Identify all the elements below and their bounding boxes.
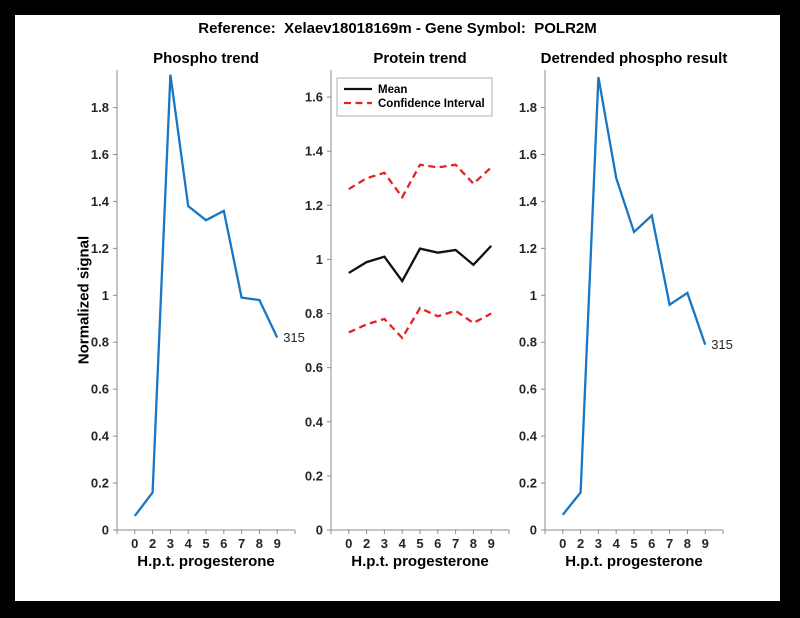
y-tick-label: 1.6: [519, 147, 537, 162]
y-tick-label: 0.6: [519, 382, 537, 397]
y-tick-label: 1.8: [91, 100, 109, 115]
mean-line: [348, 245, 493, 284]
figure-canvas: Reference: Xelaev18018169m - Gene Symbol…: [15, 15, 780, 601]
y-tick-label: 0.8: [91, 335, 109, 350]
x-tick-label: 2: [363, 536, 370, 551]
figure-title: Reference: Xelaev18018169m - Gene Symbol…: [198, 20, 597, 37]
y-tick-label: 0.4: [91, 429, 110, 444]
x-tick-label: 7: [238, 536, 245, 551]
x-tick-label: 6: [434, 536, 441, 551]
x-axis-label: H.p.t. progesterone: [351, 553, 489, 570]
y-tick-label: 0: [316, 523, 323, 538]
x-tick-label: 5: [202, 536, 209, 551]
x-tick-label: 2: [149, 536, 156, 551]
x-tick-label: 7: [666, 536, 673, 551]
x-tick-label: 4: [399, 536, 407, 551]
y-tick-label: 0.4: [305, 414, 324, 429]
x-axis-label: H.p.t. progesterone: [137, 553, 275, 570]
y-tick-label: 1.2: [305, 198, 323, 213]
x-tick-label: 4: [185, 536, 193, 551]
subplot-detrended-phospho: Detrended phospho result 0 0.2 0.4 0.6 0.8 1 1…: [488, 45, 733, 601]
x-tick-label: 8: [256, 536, 263, 551]
y-tick-label: 0.2: [305, 468, 323, 483]
x-axis-label: H.p.t. progesterone: [565, 553, 703, 570]
x-tick-label: 6: [648, 536, 655, 551]
x-tick-label: 5: [416, 536, 423, 551]
confidence-interval-lower-line: [348, 306, 492, 340]
x-tick-label: 8: [684, 536, 691, 551]
y-tick-label: 0: [102, 523, 109, 538]
x-tick-label: 3: [167, 536, 174, 551]
x-tick-label: 3: [381, 536, 388, 551]
y-tick-label: 1.2: [519, 241, 537, 256]
x-tick-label: 9: [488, 536, 495, 551]
y-tick-label: 1.4: [305, 144, 324, 159]
x-tick-label: 6: [220, 536, 227, 551]
y-tick-label: 0.2: [91, 476, 109, 491]
phospho-signal-line: [133, 74, 279, 517]
x-tick-label: 9: [274, 536, 281, 551]
x-tick-label: 5: [630, 536, 637, 551]
x-tick-label: 4: [613, 536, 621, 551]
y-tick-label: 0.4: [519, 429, 538, 444]
subplot-title: Phospho trend: [153, 50, 259, 67]
series-end-label: 315: [711, 337, 733, 352]
y-tick-label: 0.8: [519, 335, 537, 350]
confidence-interval-upper-line: [348, 163, 492, 200]
y-tick-label: 0.6: [305, 360, 323, 375]
legend-confidence-interval-label: Confidence Interval: [378, 98, 485, 110]
x-tick-label: 0: [559, 536, 566, 551]
y-tick-label: 1.4: [519, 194, 538, 209]
subplot-phospho-trend: Phospho trend Normalized signal 0 0.2 0.4 0…: [60, 45, 305, 601]
y-tick-label: 0: [530, 523, 537, 538]
detrended-phospho-signal-line: [561, 76, 707, 516]
y-tick-label: 1: [316, 252, 323, 267]
series-end-label: 315: [283, 330, 305, 345]
x-tick-label: 8: [470, 536, 477, 551]
y-tick-label: 0.8: [305, 306, 323, 321]
y-tick-label: 1.4: [91, 194, 110, 209]
y-tick-label: 1.2: [91, 241, 109, 256]
protein-trend-plot: 00.20.40.60.811.21.41.60 2 3 4 5 6 7 8 9MeanConf…: [305, 70, 510, 551]
y-tick-label: 1.8: [519, 100, 537, 115]
legend-mean-label: Mean: [378, 84, 407, 96]
y-tick-label: 0.2: [519, 476, 537, 491]
subplot-protein-trend: Protein trend 0 0.2 0.4 0.6 0.8 1 1.2 1.4 1.6 0 2 3…: [274, 45, 519, 601]
y-tick-label: 0.6: [91, 382, 109, 397]
y-tick-label: 1.6: [305, 90, 323, 105]
y-tick-label: 1: [102, 288, 109, 303]
legend-box: [336, 77, 493, 117]
y-tick-label: 1.6: [91, 147, 109, 162]
x-tick-label: 2: [577, 536, 584, 551]
x-tick-label: 3: [595, 536, 602, 551]
subplot-title: Protein trend: [373, 50, 467, 67]
x-tick-label: 0: [131, 536, 138, 551]
subplot-title: Detrended phospho result: [540, 50, 728, 67]
x-tick-label: 9: [702, 536, 709, 551]
y-tick-label: 1: [530, 288, 537, 303]
x-tick-label: 7: [452, 536, 459, 551]
x-tick-label: 0: [345, 536, 352, 551]
